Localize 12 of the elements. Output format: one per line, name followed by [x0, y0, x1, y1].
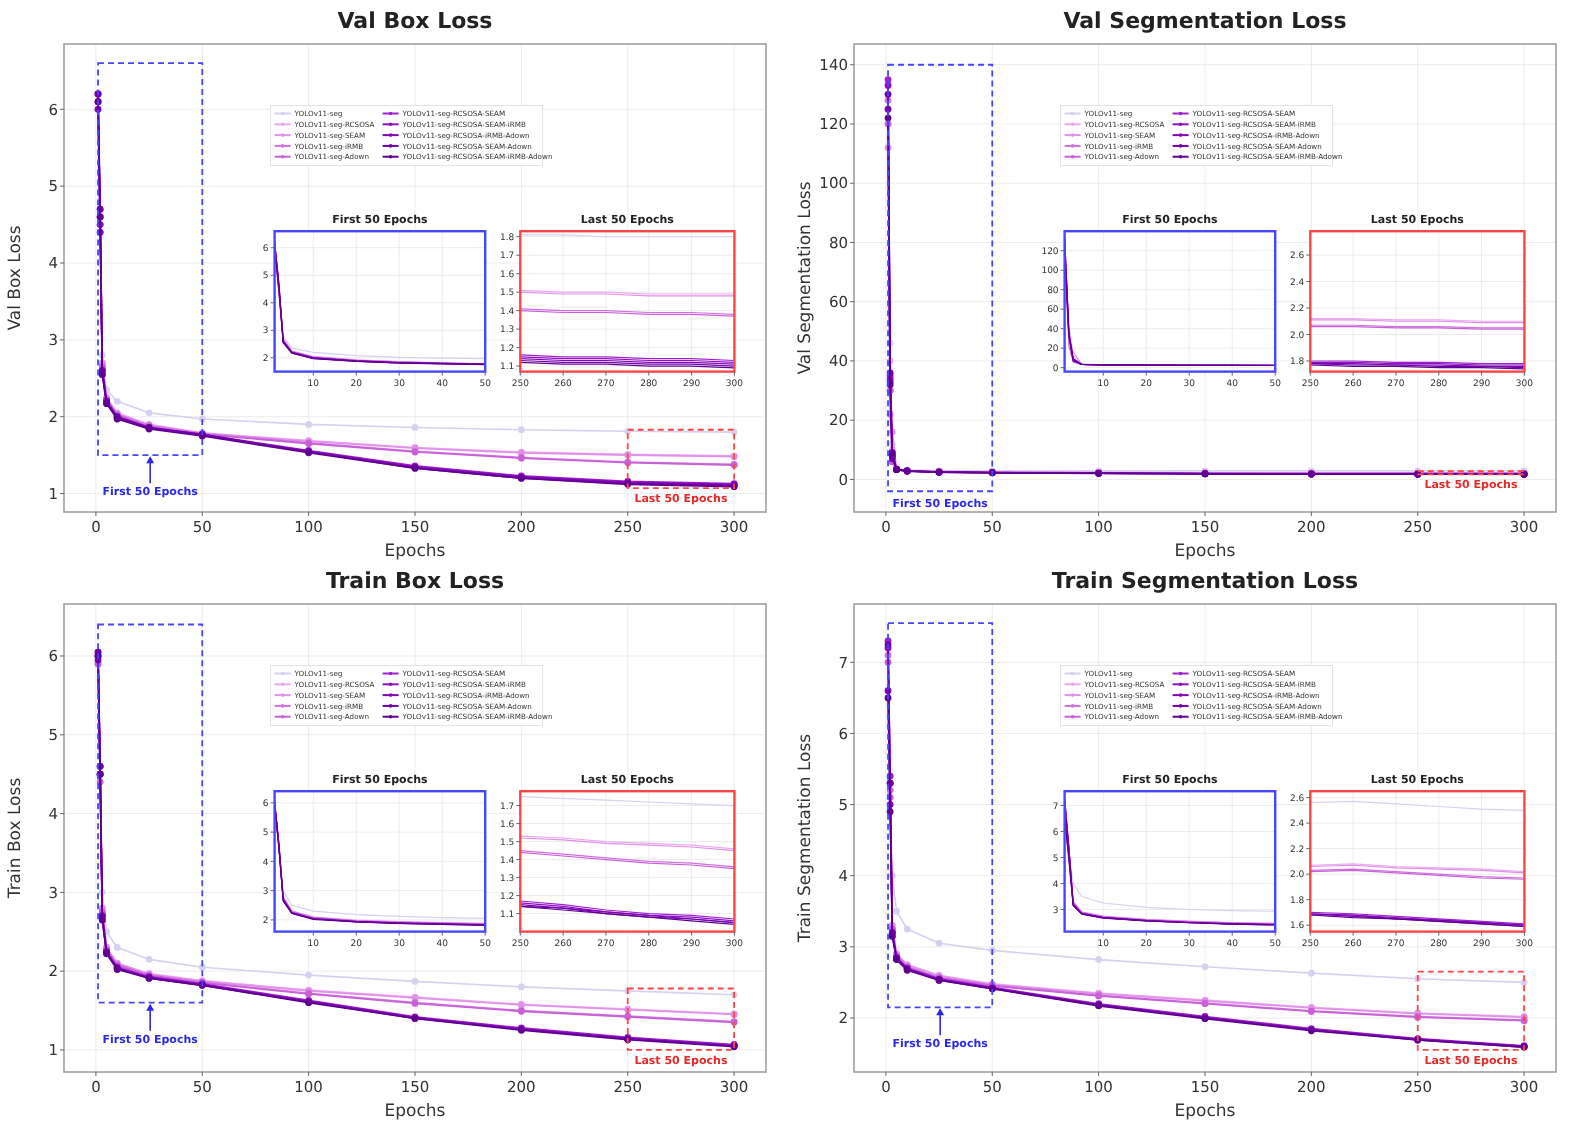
y-axis-title: Train Box Loss — [6, 776, 26, 901]
chart-title: Train Box Loss — [325, 568, 505, 594]
chart-title: Val Segmentation Loss — [1063, 8, 1348, 34]
y-axis-title: Val Segmentation Loss — [796, 180, 816, 375]
x-axis-title: Epochs — [384, 542, 447, 562]
x-axis-title: Epochs — [1174, 542, 1237, 562]
x-axis-title: Epochs — [1174, 1102, 1237, 1122]
chart-title: Val Box Loss — [337, 8, 494, 34]
y-axis-title: Val Box Loss — [6, 224, 26, 331]
y-axis-title: Train Segmentation Loss — [796, 732, 816, 945]
chart-title: Train Segmentation Loss — [1051, 568, 1360, 594]
x-axis-title: Epochs — [384, 1102, 447, 1122]
